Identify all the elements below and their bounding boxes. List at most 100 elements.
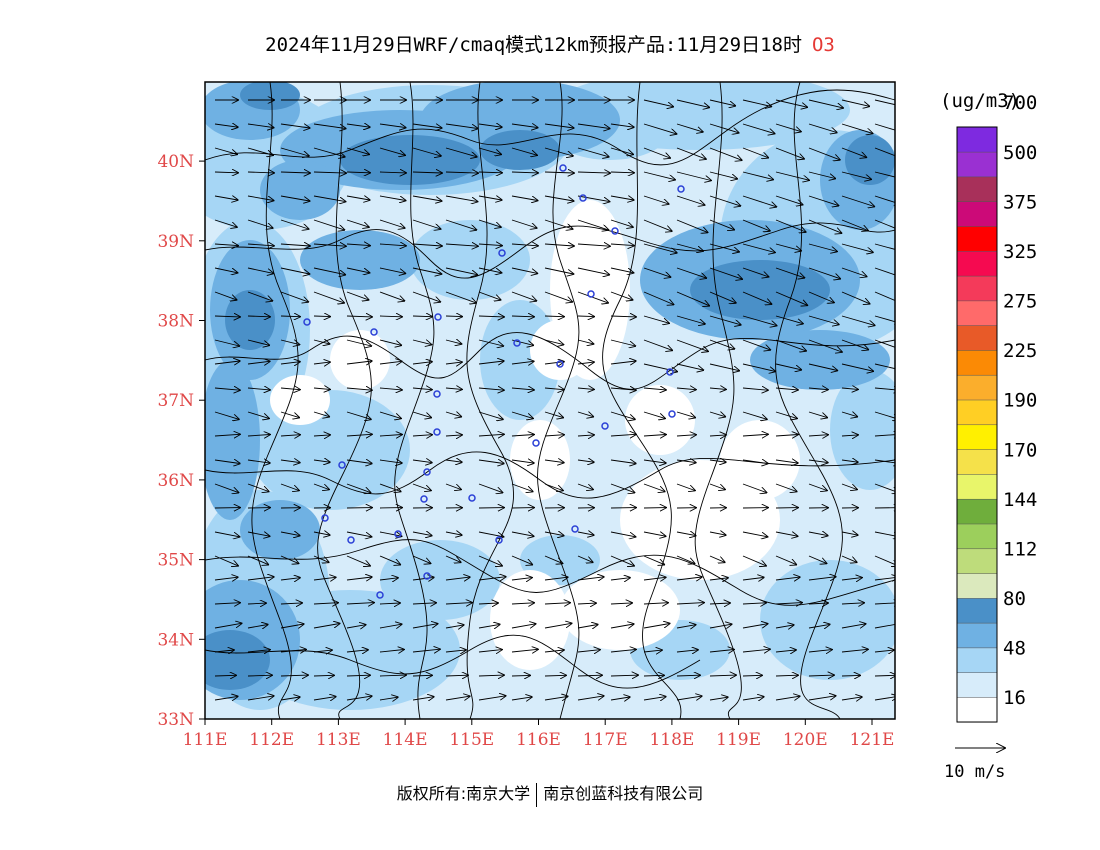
wind-arrow-icon bbox=[742, 577, 764, 580]
wind-arrow-icon bbox=[610, 434, 636, 436]
wind-arrow-icon bbox=[808, 577, 836, 580]
wind-arrow-icon bbox=[643, 219, 672, 231]
wind-arrow-icon bbox=[412, 291, 440, 302]
wind-arrow-icon bbox=[775, 99, 807, 107]
wind-arrow-icon bbox=[511, 578, 532, 580]
wind-arrow-icon bbox=[511, 411, 533, 418]
legend-swatch bbox=[956, 275, 998, 302]
wind-arrow-icon bbox=[379, 603, 400, 604]
wind-arrow-icon bbox=[379, 219, 405, 228]
legend-swatch bbox=[956, 126, 998, 153]
wind-arrow-icon bbox=[742, 555, 766, 566]
wind-arrow-icon bbox=[247, 147, 273, 155]
concentration-patch bbox=[270, 375, 330, 425]
city-circle-icon bbox=[468, 494, 476, 502]
wind-arrow-icon bbox=[280, 483, 299, 491]
wind-arrow-icon bbox=[676, 555, 695, 563]
wind-arrow-icon bbox=[214, 196, 238, 200]
wind-arrow-icon bbox=[775, 625, 794, 628]
wind-arrow-icon bbox=[346, 316, 372, 317]
wind-arrow-icon bbox=[676, 267, 706, 278]
wind-arrow-icon bbox=[742, 434, 768, 436]
wind-arrow-icon bbox=[775, 267, 804, 278]
wind-arrow-icon bbox=[874, 291, 895, 301]
city-circle-icon bbox=[423, 572, 431, 580]
wind-arrow-icon bbox=[412, 219, 441, 229]
wind-arrow-icon bbox=[544, 483, 563, 491]
lon-tick-label: 119E bbox=[716, 730, 761, 750]
lat-tick-label: 40N bbox=[157, 152, 194, 172]
wind-arrow-icon bbox=[841, 624, 866, 628]
wind-arrow-icon bbox=[841, 99, 869, 106]
wind-arrow-icon bbox=[313, 460, 330, 462]
wind-arrow-icon bbox=[511, 195, 538, 201]
wind-arrow-icon bbox=[247, 291, 272, 301]
wind-arrow-icon bbox=[379, 460, 402, 463]
wind-arrow-icon bbox=[379, 339, 401, 345]
wind-arrow-icon bbox=[775, 460, 798, 463]
wind-arrow-icon bbox=[874, 696, 895, 700]
province-border-line bbox=[251, 82, 299, 719]
legend-label: 112 bbox=[1003, 539, 1037, 561]
wind-arrow-icon bbox=[313, 412, 329, 417]
wind-arrow-icon bbox=[544, 316, 564, 317]
wind-arrow-icon bbox=[808, 460, 828, 463]
wind-arrow-icon bbox=[544, 577, 568, 580]
concentration-patch bbox=[330, 330, 390, 390]
wind-arrow-icon bbox=[808, 696, 836, 701]
wind-arrow-icon bbox=[478, 696, 506, 701]
wind-arrow-icon bbox=[445, 267, 477, 275]
legend-label: 700 bbox=[1003, 92, 1037, 114]
wind-arrow-icon bbox=[841, 291, 870, 304]
wind-arrow-icon bbox=[709, 291, 736, 303]
wind-arrow-icon bbox=[412, 460, 432, 463]
wind-arrow-icon bbox=[676, 339, 708, 351]
legend-swatch bbox=[956, 225, 998, 252]
wind-arrow-icon bbox=[511, 361, 534, 364]
wind-arrow-icon bbox=[577, 362, 594, 364]
copyright-suffix: 南京创蓝科技有限公司 bbox=[543, 784, 704, 803]
wind-arrow-icon bbox=[544, 123, 574, 128]
legend-swatch bbox=[956, 374, 998, 401]
wind-arrow-icon bbox=[346, 388, 372, 390]
wind-arrow-icon bbox=[379, 411, 401, 418]
wind-arrow-icon bbox=[775, 315, 803, 324]
wind-arrow-icon bbox=[676, 460, 696, 463]
legend-swatch bbox=[956, 696, 998, 723]
wind-arrow-icon bbox=[874, 171, 895, 178]
province-border-line bbox=[537, 82, 580, 719]
concentration-patch bbox=[760, 560, 895, 680]
wind-arrow-icon bbox=[676, 435, 696, 436]
city-circle-icon bbox=[666, 368, 674, 376]
legend-swatch bbox=[956, 473, 998, 500]
copyright: 版权所有:南京大学 南京创蓝科技有限公司 bbox=[0, 780, 1100, 807]
wind-arrow-icon bbox=[808, 411, 827, 418]
legend-swatch bbox=[956, 151, 998, 178]
wind-arrow-icon bbox=[346, 555, 370, 566]
wind-arrow-icon bbox=[775, 291, 807, 305]
city-circle-icon bbox=[376, 591, 384, 599]
wind-arrow-icon bbox=[709, 99, 735, 106]
wind-arrow-icon bbox=[511, 435, 534, 437]
wind-arrow-icon bbox=[610, 291, 633, 300]
wind-arrow-icon bbox=[412, 123, 442, 128]
wind-arrow-icon bbox=[775, 603, 802, 604]
wind-arrow-icon bbox=[874, 267, 895, 276]
wind-arrow-icon bbox=[709, 412, 725, 417]
wind-arrow-icon bbox=[445, 219, 476, 230]
wind-arrow-icon bbox=[709, 339, 734, 349]
wind-arrow-icon bbox=[874, 623, 895, 629]
wind-arrow-icon bbox=[742, 483, 767, 493]
wind-arrow-icon bbox=[214, 650, 234, 652]
wind-arrow-icon bbox=[841, 147, 866, 157]
province-border-line bbox=[394, 82, 435, 719]
wind-arrow-icon bbox=[709, 675, 736, 676]
wind-arrow-icon bbox=[874, 339, 895, 348]
wind-arrow-icon bbox=[841, 435, 858, 436]
wind-arrow-icon bbox=[247, 675, 272, 676]
wind-arrow-icon bbox=[676, 171, 711, 181]
wind-arrow-icon bbox=[313, 555, 329, 562]
wind-arrow-icon bbox=[346, 411, 371, 419]
wind-arrow-icon bbox=[280, 675, 308, 676]
wind-arrow-icon bbox=[841, 171, 871, 179]
